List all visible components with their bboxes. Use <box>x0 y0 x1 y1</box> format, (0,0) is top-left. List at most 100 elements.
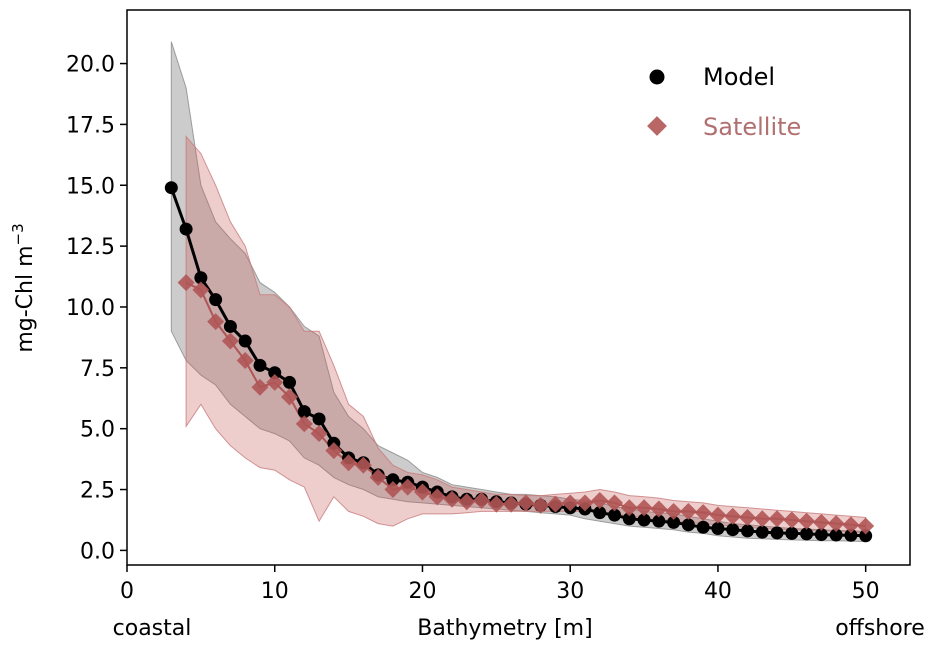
satellite-point <box>709 506 727 524</box>
satellite-point <box>354 456 372 474</box>
model-point <box>740 524 754 538</box>
satellite-point <box>207 313 225 331</box>
legend-model-marker <box>649 69 665 85</box>
x-axis-label: Bathymetry [m] <box>417 616 592 641</box>
model-point <box>593 506 607 520</box>
satellite-point <box>606 494 624 512</box>
satellite-point <box>768 510 786 528</box>
satellite-point <box>325 442 343 460</box>
model-point <box>755 525 769 539</box>
satellite-point <box>413 483 431 501</box>
y-tick-label: 20.0 <box>66 53 115 78</box>
satellite-point <box>679 502 697 520</box>
model-point <box>726 523 740 537</box>
legend-model-label: Model <box>703 63 775 91</box>
y-axis-label-exponent: −3 <box>9 223 27 245</box>
satellite-point <box>251 378 269 396</box>
model-point <box>859 529 873 543</box>
model-point <box>386 473 400 487</box>
satellite-point <box>369 468 387 486</box>
satellite-point <box>340 454 358 472</box>
model-point <box>268 366 282 380</box>
satellite-band <box>185 135 867 534</box>
model-point <box>238 334 252 348</box>
satellite-point <box>812 513 830 531</box>
model-point <box>608 508 622 522</box>
satellite-point <box>665 502 683 520</box>
model-point <box>785 526 799 540</box>
model-point <box>770 526 784 540</box>
model-point <box>622 512 636 526</box>
satellite-point <box>857 517 875 535</box>
satellite-point <box>798 512 816 530</box>
satellite-point <box>221 332 239 350</box>
plot-frame <box>126 9 911 566</box>
x-axis-offshore-label: offshore <box>835 616 925 641</box>
x-tick-label: 20 <box>408 579 436 604</box>
satellite-point <box>724 507 742 525</box>
model-point <box>312 412 326 426</box>
model-point <box>297 405 311 419</box>
model-point <box>844 528 858 542</box>
satellite-point <box>443 490 461 508</box>
model-point <box>652 514 666 528</box>
model-point <box>667 515 681 529</box>
satellite-point <box>576 494 594 512</box>
satellite-point <box>428 488 446 506</box>
y-axis-label-group: mg-Chl m−3 <box>9 223 38 352</box>
model-point <box>696 520 710 534</box>
legend: Model Satellite <box>647 63 801 141</box>
satellite-point <box>473 492 491 509</box>
model-point <box>637 513 651 527</box>
y-tick-label: 5.0 <box>80 418 115 443</box>
satellite-point <box>177 274 195 292</box>
y-tick-label: 7.5 <box>80 357 115 382</box>
satellite-point <box>502 495 520 513</box>
satellite-point <box>546 495 564 513</box>
y-tick-label: 12.5 <box>66 235 115 260</box>
satellite-point <box>753 510 771 528</box>
model-point <box>164 181 178 195</box>
y-tick-label: 2.5 <box>80 479 115 504</box>
satellite-point <box>739 509 756 527</box>
legend-satellite-marker <box>647 116 667 136</box>
satellite-point <box>192 281 210 299</box>
x-axis-coastal-label: coastal <box>113 616 192 641</box>
x-axis-ticks: 0 10 20 30 40 50 <box>120 565 880 604</box>
y-axis-label-text: mg-Chl m <box>13 245 38 352</box>
y-tick-label: 17.5 <box>66 113 115 138</box>
model-point <box>253 358 267 372</box>
model-point <box>681 518 695 532</box>
satellite-point <box>458 493 476 511</box>
satellite-point <box>620 499 638 517</box>
satellite-point <box>236 352 254 370</box>
model-point <box>800 527 814 541</box>
series-markers <box>164 181 875 543</box>
satellite-point <box>517 494 535 512</box>
y-tick-label: 15.0 <box>66 174 115 199</box>
satellite-point <box>591 492 609 509</box>
satellite-point <box>399 478 417 496</box>
model-point <box>283 375 297 389</box>
satellite-point <box>295 415 313 433</box>
x-tick-label: 0 <box>120 579 134 604</box>
model-point <box>814 528 828 542</box>
y-tick-label: 10.0 <box>66 296 115 321</box>
satellite-point <box>650 500 668 518</box>
y-axis-ticks: 0.0 2.5 5.0 7.5 10.0 12.5 15.0 17.5 20.0 <box>66 53 127 564</box>
model-point <box>711 521 725 535</box>
x-tick-label: 30 <box>556 579 584 604</box>
satellite-point <box>281 388 298 406</box>
satellite-point <box>532 496 550 514</box>
legend-satellite-label: Satellite <box>703 113 801 141</box>
satellite-point <box>842 516 860 534</box>
x-tick-label: 10 <box>261 579 289 604</box>
satellite-point <box>384 481 402 499</box>
satellite-point <box>266 373 284 391</box>
y-axis-label: mg-Chl m−3 <box>9 223 38 352</box>
satellite-point <box>487 495 505 513</box>
satellite-point <box>783 511 801 529</box>
model-point <box>209 293 223 307</box>
x-tick-label: 50 <box>852 579 880 604</box>
